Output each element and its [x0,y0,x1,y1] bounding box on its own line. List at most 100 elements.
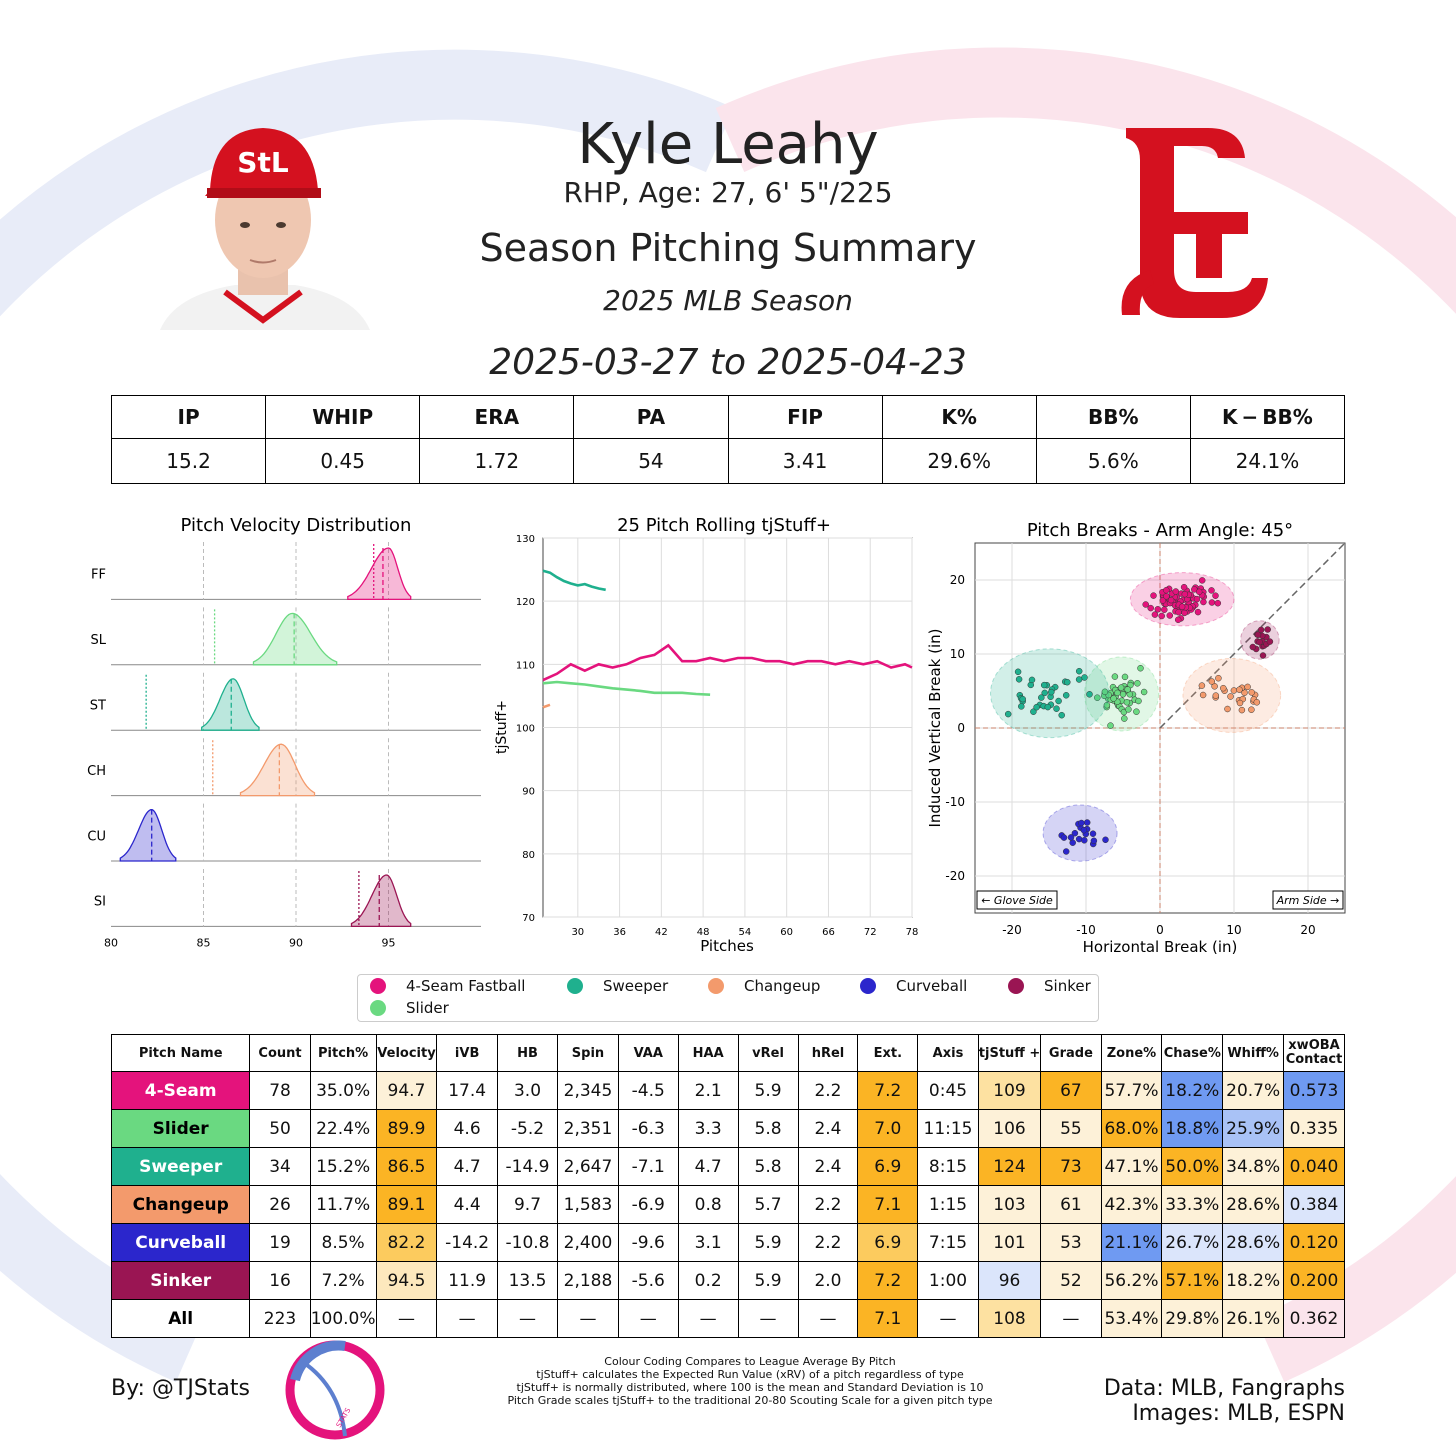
pitch-point [1041,689,1048,697]
table-cell: 2.2 [797,1185,859,1224]
table-cell: 89.1 [375,1185,438,1224]
table-cell: 2,400 [557,1223,619,1262]
data-credit: Data: MLB, Fangraphs Images: MLB, ESPN [1104,1376,1345,1426]
pitch-point [1194,608,1202,616]
table-cell: — [496,1299,559,1338]
pitch-point [1033,703,1040,711]
pitch-point [1071,829,1079,837]
stat-header: PA [573,395,729,439]
table-cell: — [677,1299,739,1338]
data-source: Data: MLB, Fangraphs [1103,1376,1345,1401]
column-header: VAA [617,1034,679,1072]
pitch-point [1018,703,1025,710]
footnotes: Colour Coding Compares to League Average… [470,1355,1030,1407]
stat-header: K% [881,395,1037,439]
pitch-legend: 4-Seam Fastball Sweeper Changeup Curveba… [357,974,1099,1022]
pitch-point [1167,596,1175,604]
y-tick-label: 0 [957,721,965,735]
stat-header: WHIP [265,395,421,439]
pitch-point [1174,616,1182,624]
table-cell: -10.8 [496,1223,559,1262]
annotation-box [976,890,1058,910]
pitch-point [1220,684,1227,692]
density-curve [200,678,260,731]
table-cell: 0.335 [1283,1109,1345,1148]
table-cell: — [917,1299,979,1338]
y-axis-label: Induced Vertical Break (in) [926,628,944,827]
table-cell: 100.0% [309,1299,377,1338]
season-stats-table: IP WHIP ERA PA FIP K% BB% K − BB% 15.2 0.45 1.72 5… [110,395,1346,484]
season-label: 2025 MLB Season [603,284,853,317]
table-row: 4-Seam 78 35.0% 94.7 17.4 3.0 2,345 -4.5 2.1 5.9 2… [110,1071,1345,1110]
table-cell: 26 [249,1185,311,1224]
table-cell: 33.3% [1161,1185,1224,1224]
table-cell: 52 [1040,1261,1102,1300]
column-header: Whiff% [1222,1034,1285,1072]
table-cell: 8.5% [309,1223,377,1262]
table-cell: 55 [1040,1109,1102,1148]
table-cell: 28.6% [1222,1223,1285,1262]
chart-title: Pitch Velocity Distribution [181,515,412,536]
pitch-point [1060,834,1068,841]
x-tick-label: 54 [739,927,752,938]
density-curve [119,809,177,862]
legend-dot [567,978,583,994]
table-cell: 2,351 [557,1109,619,1148]
pitch-point [1259,652,1267,659]
pitch-point [1102,836,1109,844]
series-line [542,703,551,709]
pitch-point [1266,638,1274,645]
pitch-point [1030,708,1037,715]
pitch-point [1040,681,1048,689]
table-cell: 13.5 [496,1261,559,1300]
note-line: Pitch Grade scales tjStuff+ to the tradi… [507,1394,993,1407]
column-header: tjStuff + [977,1034,1042,1072]
column-header: Pitch% [309,1034,377,1072]
table-cell: 25.9% [1222,1109,1285,1148]
cluster-ellipse [1042,804,1118,862]
table-cell: 7.1 [857,1185,919,1224]
density-curve [252,612,338,666]
legend-item-curveball: Curveball [860,977,967,995]
pitch-point [1080,826,1088,834]
table-cell: 7.0 [857,1109,919,1148]
table-cell: 2,647 [557,1147,619,1186]
pitch-point [1181,609,1188,617]
pitch-point [1142,601,1149,608]
table-cell: — [1040,1299,1102,1338]
pitch-point [1086,691,1093,698]
pitch-point [1163,593,1170,600]
pitch-point [1248,706,1255,713]
table-cell: 2.1 [677,1071,739,1110]
table-cell: -9.6 [617,1223,679,1262]
x-axis-label: Horizontal Break (in) [1083,938,1238,955]
pitch-point [1019,695,1026,703]
table-cell: 57.1% [1161,1261,1224,1300]
pitch-name-cell: Changeup [110,1185,251,1224]
y-tick-label: 110 [516,660,535,671]
table-cell: 5.9 [737,1261,799,1300]
pitch-name-cell: Curveball [110,1223,251,1262]
table-cell: — [557,1299,619,1338]
column-header: Count [249,1034,311,1072]
note-line: tjStuff+ calculates the Expected Run Val… [536,1368,964,1381]
table-cell: 0.384 [1283,1185,1345,1224]
y-tick-label: 70 [522,913,535,924]
date-range: 2025-03-27 to 2025-04-23 [489,342,967,383]
pitch-point [1166,612,1174,619]
pitch-point [1014,668,1022,676]
legend-label: Slider [406,999,449,1017]
pitch-point [1154,606,1162,613]
stat-value: 0.45 [265,438,421,484]
pitch-point [1121,673,1129,681]
table-cell: 17.4 [436,1071,498,1110]
pitch-point [1238,706,1246,714]
row-label: SI [94,895,106,910]
table-cell: 5.9 [737,1071,799,1110]
pitch-point [1078,819,1085,827]
note-line: Colour Coding Compares to League Average… [604,1355,896,1368]
pitch-point [1181,590,1189,598]
table-cell: 5.9 [737,1223,799,1262]
row-label: CH [87,764,106,779]
x-tick-label: 85 [197,936,211,949]
